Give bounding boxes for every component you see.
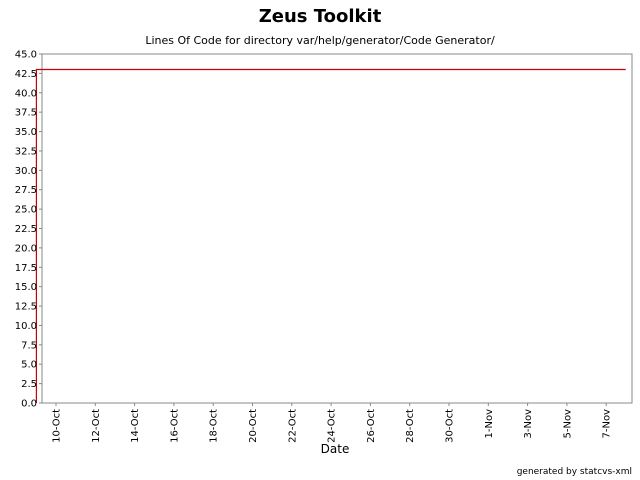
y-tick-label: 17.5 [15, 263, 37, 274]
y-tick-label: 35.0 [15, 127, 37, 138]
plot-area [41, 53, 633, 404]
chart-subtitle: Lines Of Code for directory var/help/gen… [145, 34, 495, 47]
x-tick-label: 22-Oct [287, 409, 298, 443]
x-tick-label: 18-Oct [209, 409, 220, 443]
y-tick-label: 40.0 [15, 88, 37, 99]
y-tick-label: 12.5 [15, 302, 37, 313]
x-tick-label: 12-Oct [91, 409, 102, 443]
y-tick-label: 45.0 [15, 50, 37, 61]
x-tick-label: 28-Oct [405, 409, 416, 443]
chart-title: Zeus Toolkit [258, 6, 382, 27]
y-tick-label: 25.0 [15, 205, 37, 216]
y-tick-label: 7.5 [21, 340, 37, 351]
x-tick-label: 1-Nov [484, 409, 495, 439]
y-tick-label: 32.5 [15, 146, 37, 157]
x-axis-label: Date [320, 442, 350, 456]
x-tick-label: 26-Oct [366, 409, 377, 443]
y-tick-label: 0.0 [21, 399, 37, 410]
tick-labels: 0.0 2.5 5.0 7.5 10.0 12.5 15.0 17.5 20.0 22.5 25.0… [15, 50, 613, 443]
y-tick-label: 2.5 [21, 379, 37, 390]
y-tick-label: 42.5 [15, 69, 37, 80]
x-tick-label: 7-Nov [602, 409, 613, 439]
x-tick-label: 20-Oct [248, 409, 259, 443]
y-tick-label: 5.0 [21, 360, 37, 371]
x-tick-label: 24-Oct [327, 409, 338, 443]
axes [39, 53, 633, 406]
x-tick-label: 16-Oct [169, 409, 180, 443]
y-tick-label: 15.0 [15, 282, 37, 293]
x-tick-label: 3-Nov [523, 409, 534, 439]
x-tick-label: 30-Oct [445, 409, 456, 443]
y-tick-label: 30.0 [15, 166, 37, 177]
y-tick-label: 20.0 [15, 243, 37, 254]
y-tick-label: 10.0 [15, 321, 37, 332]
footer-credit: generated by statcvs-xml [516, 467, 632, 477]
x-tick-label: 14-Oct [130, 409, 141, 443]
x-tick-label: 10-Oct [52, 409, 63, 443]
y-tick-label: 37.5 [15, 108, 37, 119]
y-tick-label: 22.5 [15, 224, 37, 235]
series [35, 68, 626, 403]
series-line [35, 68, 626, 403]
x-tick-label: 5-Nov [562, 409, 573, 439]
y-tick-label: 27.5 [15, 185, 37, 196]
